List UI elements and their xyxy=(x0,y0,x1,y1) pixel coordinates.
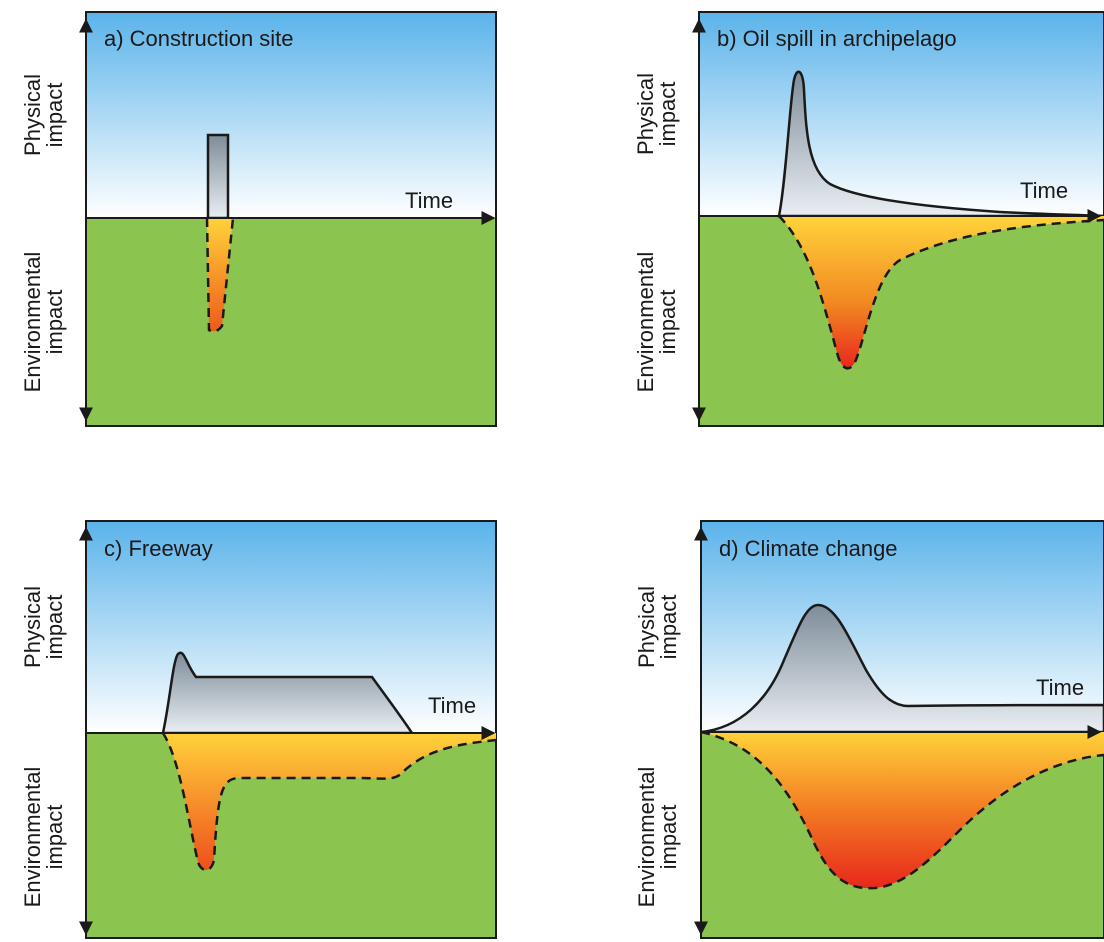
panel-a-environmental-label-line2: impact xyxy=(42,290,67,355)
panel-d-environmental-impact-area xyxy=(701,732,1104,889)
panel-b-environmental-impact-area xyxy=(779,216,1104,369)
panel-b-environmental-label-line1: Environmental xyxy=(633,252,658,393)
panel-b-time-label: Time xyxy=(1020,178,1068,203)
panel-a-environmental-impact-area xyxy=(207,218,233,332)
panel-b-physical-impact-area xyxy=(777,70,1104,218)
panel-a-title: a) Construction site xyxy=(104,26,294,51)
panel-a-construction-site: a) Construction site Time Physical impac… xyxy=(20,11,497,427)
panel-d-time-label: Time xyxy=(1036,675,1084,700)
panel-b-environmental-impact-outline xyxy=(778,215,1104,370)
panel-d-climate-change: d) Climate change Time Physical impact E… xyxy=(634,520,1104,939)
panel-c-physical-label-line2: impact xyxy=(42,595,67,660)
panel-d-environmental-label-line2: impact xyxy=(656,805,681,870)
panel-a-time-label: Time xyxy=(405,188,453,213)
panel-c-environmental-label-line1: Environmental xyxy=(20,767,45,908)
panel-c-time-label: Time xyxy=(428,693,476,718)
panel-b-sky xyxy=(699,12,1104,216)
panel-b-physical-label-line1: Physical xyxy=(633,73,658,155)
panel-c-physical-impact-area xyxy=(161,651,415,735)
panel-d-physical-label-line1: Physical xyxy=(634,586,659,668)
panel-a-physical-label-line2: impact xyxy=(42,83,67,148)
panel-c-physical-label-line1: Physical xyxy=(20,586,45,668)
panel-a-ground xyxy=(86,218,496,426)
panel-a-physical-label-line1: Physical xyxy=(20,74,45,156)
panel-d-physical-label-line2: impact xyxy=(656,595,681,660)
panel-a-sky xyxy=(86,12,496,218)
panel-c-freeway: c) Freeway Time Physical impact Environm… xyxy=(20,520,497,939)
panel-b-physical-label-line2: impact xyxy=(655,82,680,147)
panel-d-environmental-impact-outline xyxy=(700,730,1104,890)
panel-b-title: b) Oil spill in archipelago xyxy=(717,26,957,51)
panel-d-title: d) Climate change xyxy=(719,536,898,561)
panel-c-environmental-label-line2: impact xyxy=(42,805,67,870)
panel-b-environmental-label-line2: impact xyxy=(655,290,680,355)
panel-b-oil-spill: b) Oil spill in archipelago Time Physica… xyxy=(633,11,1104,427)
panel-c-environmental-impact-area xyxy=(163,733,496,870)
panel-d-environmental-label-line1: Environmental xyxy=(634,767,659,908)
panel-d-physical-impact-area xyxy=(700,603,1104,734)
panel-c-title: c) Freeway xyxy=(104,536,213,561)
panel-a-physical-impact-area xyxy=(206,133,230,220)
panel-a-environmental-label-line1: Environmental xyxy=(20,252,45,393)
panel-a-environmental-impact-outline xyxy=(205,217,235,333)
